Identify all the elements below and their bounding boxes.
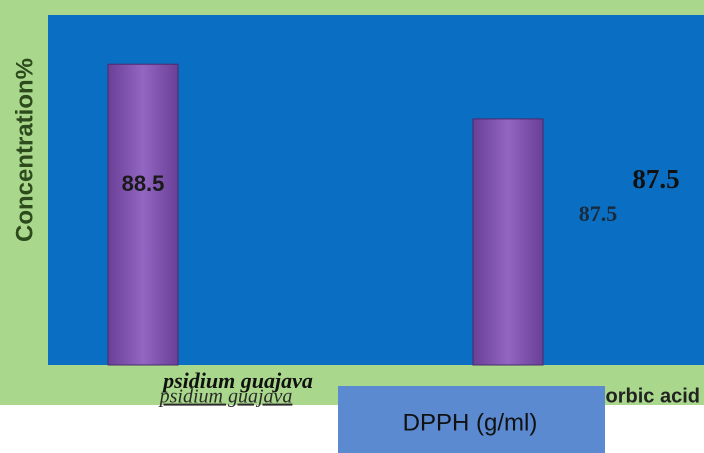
y-axis-label: Concentration% <box>11 58 38 242</box>
data-label: 88.5 <box>122 171 165 196</box>
bar <box>472 118 544 366</box>
x-label-box <box>338 386 605 453</box>
x-axis-label: DPPH (g/ml) <box>403 409 538 436</box>
data-label: 87.5 <box>579 201 618 226</box>
category-label: psidium guajava <box>161 368 313 393</box>
bar <box>107 63 179 366</box>
category-label: psidium guajava <box>158 386 293 408</box>
data-label: 87.5 <box>632 164 679 194</box>
